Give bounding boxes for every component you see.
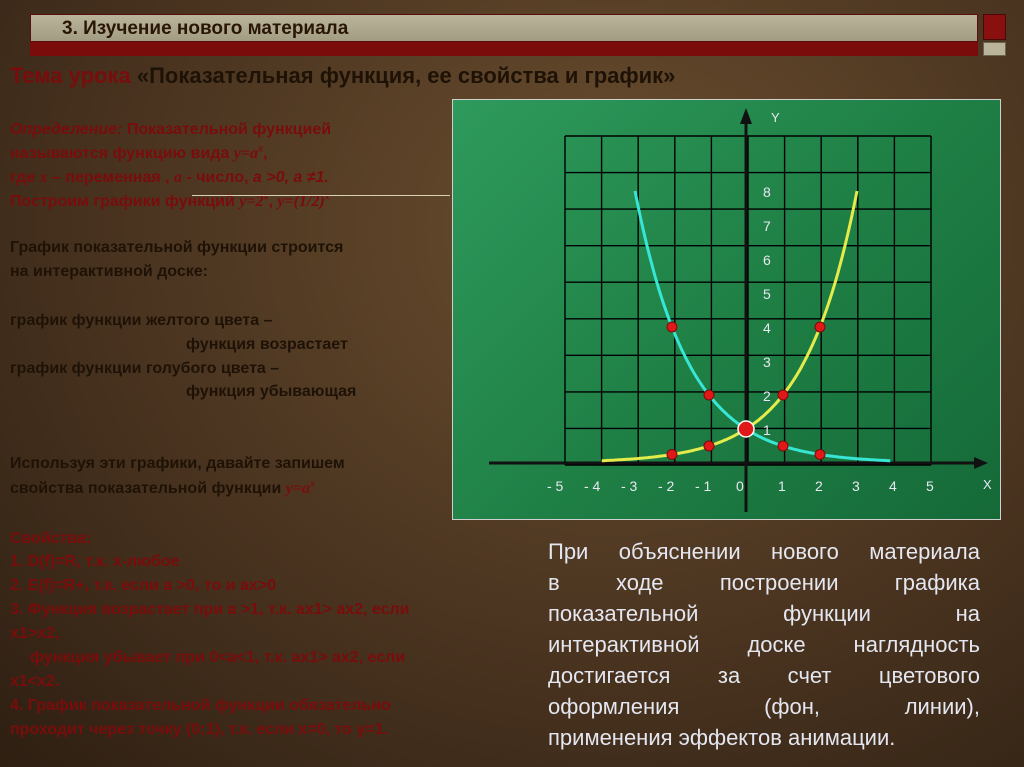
- x-tick-label: - 3: [621, 478, 638, 494]
- note-line: показательной функции на: [548, 601, 980, 626]
- lesson-label: Тема урока: [10, 63, 131, 88]
- intercept-point: [737, 420, 755, 438]
- header-bar: [30, 14, 978, 42]
- decor-square-red: [983, 14, 1006, 40]
- note-line: применения эффектов анимации.: [548, 725, 896, 750]
- property-3a: 3. Функция возрастает при a >1, т.к. ax1…: [10, 601, 410, 618]
- y-tick-label: 8: [763, 184, 771, 200]
- data-point: [666, 449, 678, 460]
- y-tick-label: 7: [763, 218, 771, 234]
- info-line-1: График показательной функции строится: [10, 239, 344, 256]
- definition-label: Определение:: [10, 121, 123, 138]
- note-line: При объяснении нового материала: [548, 539, 980, 564]
- x-tick-label: 4: [889, 478, 897, 494]
- property-2: 2. E(f)=R+, т.к. если a >0, то и ax>0: [10, 577, 277, 594]
- lesson-title: Тема урока «Показательная функция, ее св…: [10, 63, 675, 89]
- curve-decreasing: [633, 190, 891, 463]
- x-tick-label: 0: [736, 478, 744, 494]
- x-tick-label: - 1: [695, 478, 712, 494]
- property-4b: проходит через точку (0;1), т.к. если х=…: [10, 721, 388, 738]
- data-point: [703, 389, 715, 401]
- x-tick-label: - 5: [547, 478, 564, 494]
- x-tick-label: - 4: [584, 478, 601, 494]
- y-axis-arrow: [740, 108, 752, 124]
- blue-graph-line-2: функция убывающая: [186, 383, 357, 400]
- exponential-chart: X Y - 5 - 4 - 3 - 2 - 1 0 1 2 3 4 5 1 2 3 4 5 6 7 8: [489, 108, 992, 512]
- data-point: [814, 449, 826, 460]
- y-tick-label: 2: [763, 388, 771, 404]
- yellow-graph-line-1: график функции желтого цвета –: [10, 312, 273, 329]
- curve-increasing: [601, 190, 859, 463]
- x-tick-label: 2: [815, 478, 823, 494]
- y-tick-label: 4: [763, 320, 771, 336]
- x-axis-label: X: [983, 477, 992, 492]
- use-line-2: свойства показательной функции y=ax: [10, 478, 315, 497]
- definition-line-4: Построим графики функций y=2x, y=(1/2)x: [10, 191, 330, 210]
- data-point: [703, 440, 715, 452]
- data-point: [777, 440, 789, 452]
- lesson-topic: «Показательная функция, ее свойства и гр…: [136, 63, 676, 88]
- note-line: в ходе построении графика: [548, 570, 980, 595]
- x-axis-arrow: [974, 457, 988, 469]
- note-line: оформления (фон, линии),: [548, 694, 980, 719]
- data-point: [777, 389, 789, 401]
- y-tick-label: 3: [763, 354, 771, 370]
- x-tick-label: 5: [926, 478, 934, 494]
- x-tick-label: 1: [778, 478, 786, 494]
- note-line: интерактивной доске наглядность: [548, 632, 980, 657]
- y-tick-label: 6: [763, 252, 771, 268]
- info-line-2: на интерактивной доске:: [10, 263, 208, 280]
- note-line: достигается за счет цветового: [548, 663, 980, 688]
- data-point: [814, 321, 826, 333]
- definition-underline: [192, 195, 450, 196]
- property-1: 1. D(f)=R, т.к. х-любое: [10, 553, 180, 570]
- decor-square-beige: [983, 42, 1006, 56]
- graph-panel: X Y - 5 - 4 - 3 - 2 - 1 0 1 2 3 4 5 1 2 3 4 5 6 7 8: [452, 99, 1001, 520]
- x-tick-label: 3: [852, 478, 860, 494]
- property-3d: x1<x2.: [10, 673, 60, 690]
- property-3b: x1>x2,: [10, 625, 60, 642]
- header-title: 3. Изучение нового материала: [62, 18, 349, 39]
- definition-line-3: где x – переменная , a - число, a >0, a …: [10, 169, 329, 186]
- property-4a: 4. График показательной функции обязател…: [10, 697, 391, 714]
- x-tick-label: - 2: [658, 478, 675, 494]
- use-line-1: Используя эти графики, давайте запишем: [10, 455, 345, 472]
- y-axis-label: Y: [771, 110, 780, 125]
- blue-graph-line-1: график функции голубого цвета –: [10, 360, 280, 377]
- y-tick-label: 5: [763, 286, 771, 302]
- properties-title: Свойства:: [10, 530, 92, 547]
- explanation-note: При объяснении нового материала в ходе п…: [548, 536, 980, 753]
- data-point: [666, 321, 678, 333]
- definition-line-1: Определение: Показательной функцией: [10, 121, 332, 138]
- property-3c: функция убывает при 0<a<1, т.к. ax1> ax2…: [30, 649, 406, 666]
- yellow-graph-line-2: функция возрастает: [186, 336, 348, 353]
- header-red-stripe: [30, 42, 978, 56]
- y-tick-label: 1: [763, 422, 771, 438]
- definition-line-2: называются функцию вида y=ax,: [10, 143, 268, 162]
